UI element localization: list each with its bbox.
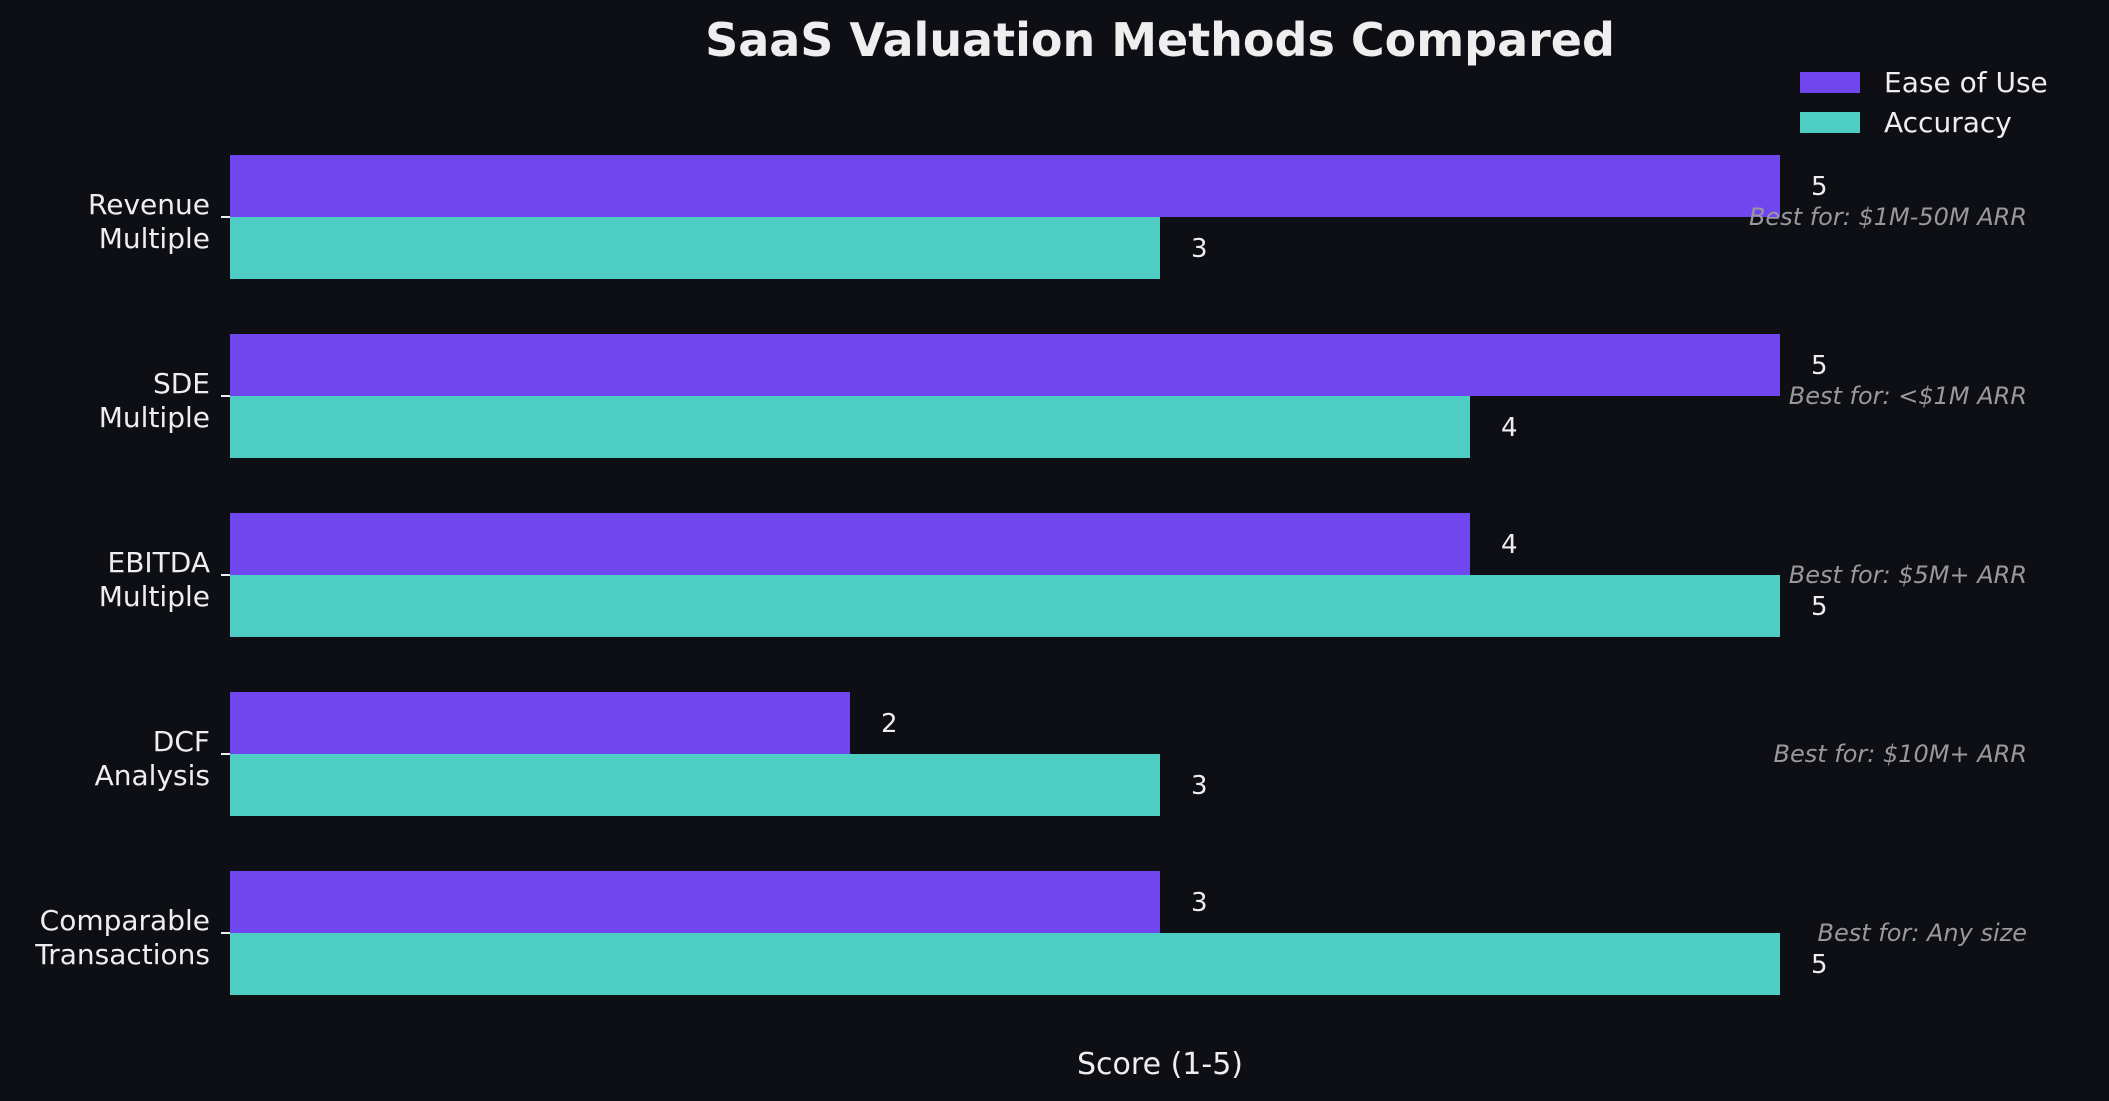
- y-tick-label: SDE Multiple: [99, 367, 210, 434]
- data-label: 2: [881, 709, 898, 739]
- legend-label: Ease of Use: [1884, 66, 2048, 99]
- y-tick-label: DCF Analysis: [95, 725, 210, 792]
- annotation: Best for: $1M-50M ARR: [1749, 203, 2027, 231]
- annotation: Best for: Any size: [1818, 919, 2027, 947]
- data-label: 3: [1191, 234, 1208, 264]
- y-tick-label: Comparable Transactions: [34, 904, 210, 971]
- bar-accuracy: [230, 933, 1780, 995]
- annotation: Best for: $5M+ ARR: [1789, 561, 2027, 589]
- bar-ease-of-use: [230, 513, 1470, 575]
- bar-accuracy: [230, 575, 1780, 637]
- annotation: Best for: <$1M ARR: [1789, 382, 2027, 410]
- x-axis-label: Score (1-5): [1077, 1047, 1243, 1082]
- annotation: Best for: $10M+ ARR: [1773, 740, 2027, 768]
- legend-swatch: [1800, 72, 1860, 93]
- data-label: 5: [1811, 172, 1828, 202]
- chart-title: SaaS Valuation Methods Compared: [705, 13, 1615, 67]
- bar-ease-of-use: [230, 692, 850, 754]
- data-label: 5: [1811, 351, 1828, 381]
- legend-label: Accuracy: [1884, 106, 2012, 139]
- bar-accuracy: [230, 217, 1160, 279]
- data-label: 5: [1811, 950, 1828, 980]
- data-label: 4: [1501, 413, 1518, 443]
- legend-swatch: [1800, 112, 1860, 133]
- data-label: 3: [1191, 888, 1208, 918]
- data-label: 5: [1811, 592, 1828, 622]
- bar-accuracy: [230, 396, 1470, 458]
- bar-ease-of-use: [230, 334, 1780, 396]
- bar-ease-of-use: [230, 155, 1780, 217]
- data-label: 4: [1501, 530, 1518, 560]
- y-tick-label: EBITDA Multiple: [99, 546, 210, 613]
- bar-accuracy: [230, 754, 1160, 816]
- data-label: 3: [1191, 771, 1208, 801]
- y-tick-label: Revenue Multiple: [88, 188, 210, 255]
- bar-ease-of-use: [230, 871, 1160, 933]
